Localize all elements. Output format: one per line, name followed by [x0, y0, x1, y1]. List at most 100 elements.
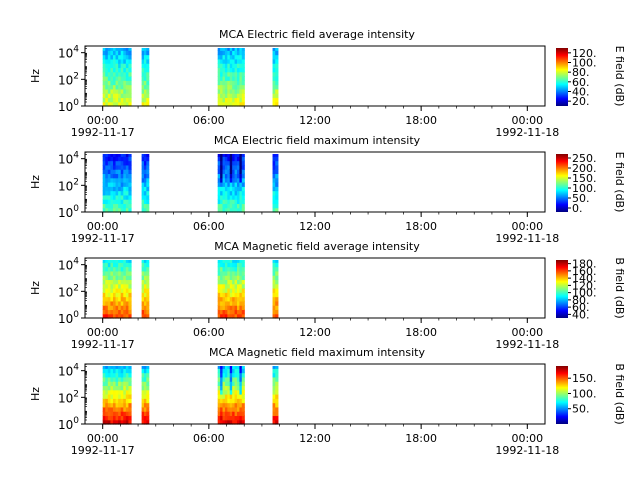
- spectrogram-cell: [143, 186, 147, 192]
- spectrogram-cell: [272, 177, 276, 183]
- spectrogram-cell: [227, 398, 231, 404]
- spectrogram-cell: [118, 368, 122, 374]
- spectrogram-cell: [112, 194, 117, 200]
- spectrogram-cell: [229, 101, 233, 107]
- spectrogram-cell: [141, 177, 145, 183]
- spectrogram-cell: [229, 385, 233, 391]
- spectrogram-cell: [222, 177, 226, 183]
- spectrogram-cell: [224, 275, 228, 281]
- spectrogram-cell: [141, 372, 145, 378]
- spectrogram-cell: [217, 58, 221, 64]
- x-tick-date: 1992-11-18: [495, 126, 559, 139]
- spectrogram-cell: [229, 300, 233, 306]
- spectrogram-cell: [118, 406, 122, 412]
- spectrogram-cell: [229, 372, 233, 378]
- spectrogram-cell: [115, 154, 119, 157]
- spectrogram-cell: [123, 186, 127, 192]
- spectrogram-cell: [125, 101, 130, 107]
- spectrogram-cell: [112, 182, 117, 187]
- spectrogram-cell: [217, 54, 221, 60]
- spectrogram-cell: [141, 389, 145, 395]
- spectrogram-cell: [229, 309, 233, 315]
- spectrogram-cell: [110, 80, 114, 86]
- spectrogram-cell: [125, 300, 130, 306]
- spectrogram-cell: [143, 48, 147, 51]
- spectrogram-cell: [241, 164, 245, 170]
- spectrogram-cell: [102, 182, 106, 187]
- spectrogram-cell: [102, 88, 106, 94]
- spectrogram-cell: [275, 93, 279, 99]
- spectrogram-cell: [220, 156, 224, 162]
- spectrogram-cell: [222, 194, 226, 200]
- spectrogram-cell: [125, 58, 130, 64]
- spectrogram-cell: [143, 260, 147, 263]
- spectrogram-cell: [123, 415, 127, 421]
- spectrogram-cell: [123, 71, 127, 77]
- spectrogram-cell: [125, 76, 130, 81]
- spectrogram-cell: [143, 97, 147, 103]
- spectrogram-cell: [146, 313, 150, 319]
- spectrogram-cell: [236, 402, 241, 408]
- spectrogram-cell: [239, 368, 243, 374]
- spectrogram-cell: [107, 275, 112, 281]
- spectrogram-cell: [143, 376, 147, 382]
- spectrogram-cell: [125, 199, 130, 205]
- spectrogram-cell: [120, 309, 124, 315]
- spectrogram-cell: [241, 270, 245, 276]
- spectrogram-cell: [141, 199, 145, 205]
- spectrogram-cell: [125, 164, 130, 170]
- spectrogram-cell: [220, 58, 224, 64]
- spectrogram-cell: [236, 389, 241, 395]
- spectrogram-cell: [229, 71, 233, 77]
- spectrogram-cell: [112, 154, 117, 157]
- spectrogram-cell: [146, 368, 150, 374]
- spectrogram-cell: [123, 84, 127, 90]
- spectrogram-cell: [123, 419, 127, 425]
- spectrogram-cell: [234, 169, 238, 175]
- spectrogram-cell: [110, 63, 114, 69]
- spectrogram-cell: [232, 186, 236, 192]
- spectrogram-cell: [146, 199, 150, 205]
- spectrogram-cell: [107, 71, 112, 77]
- spectrogram-cell: [272, 313, 276, 319]
- spectrogram-cell: [120, 71, 124, 77]
- spectrogram-cell: [102, 80, 106, 86]
- spectrogram-cell: [236, 262, 241, 268]
- spectrogram-cell: [123, 279, 127, 285]
- spectrogram-cell: [120, 88, 124, 94]
- spectrogram-cell: [224, 186, 228, 192]
- spectrogram-cell: [275, 381, 279, 387]
- spectrogram-cell: [239, 309, 243, 315]
- spectrogram-cell: [275, 419, 279, 425]
- spectrogram-cell: [239, 275, 243, 281]
- spectrogram-cell: [105, 402, 109, 408]
- spectrogram-cell: [120, 97, 124, 103]
- spectrogram-cell: [112, 169, 117, 175]
- spectrogram-cell: [105, 58, 109, 64]
- spectrogram-cell: [241, 381, 245, 387]
- spectrogram-cell: [120, 411, 124, 417]
- spectrogram-cell: [102, 63, 106, 69]
- spectrogram-cell: [141, 154, 145, 157]
- spectrogram-cell: [227, 279, 231, 285]
- spectrogram-cell: [222, 394, 226, 399]
- spectrogram-cell: [227, 275, 231, 281]
- spectrogram-cell: [112, 93, 117, 99]
- spectrogram-cell: [227, 186, 231, 192]
- spectrogram-cell: [224, 71, 228, 77]
- spectrogram-cell: [220, 270, 224, 276]
- spectrogram-cell: [120, 279, 124, 285]
- spectrogram-cell: [120, 288, 124, 293]
- spectrogram-cell: [123, 48, 127, 51]
- spectrogram-cell: [118, 313, 122, 319]
- spectrogram-cell: [143, 305, 147, 311]
- spectrogram-cell: [123, 283, 127, 289]
- spectrogram-cell: [102, 292, 106, 298]
- spectrogram-cell: [232, 260, 236, 263]
- spectrogram-cell: [272, 419, 276, 425]
- spectrogram-cell: [241, 71, 245, 77]
- spectrogram-cell: [229, 279, 233, 285]
- spectrogram-cell: [229, 76, 233, 81]
- spectrogram-cell: [115, 292, 119, 298]
- spectrogram-cell: [143, 169, 147, 175]
